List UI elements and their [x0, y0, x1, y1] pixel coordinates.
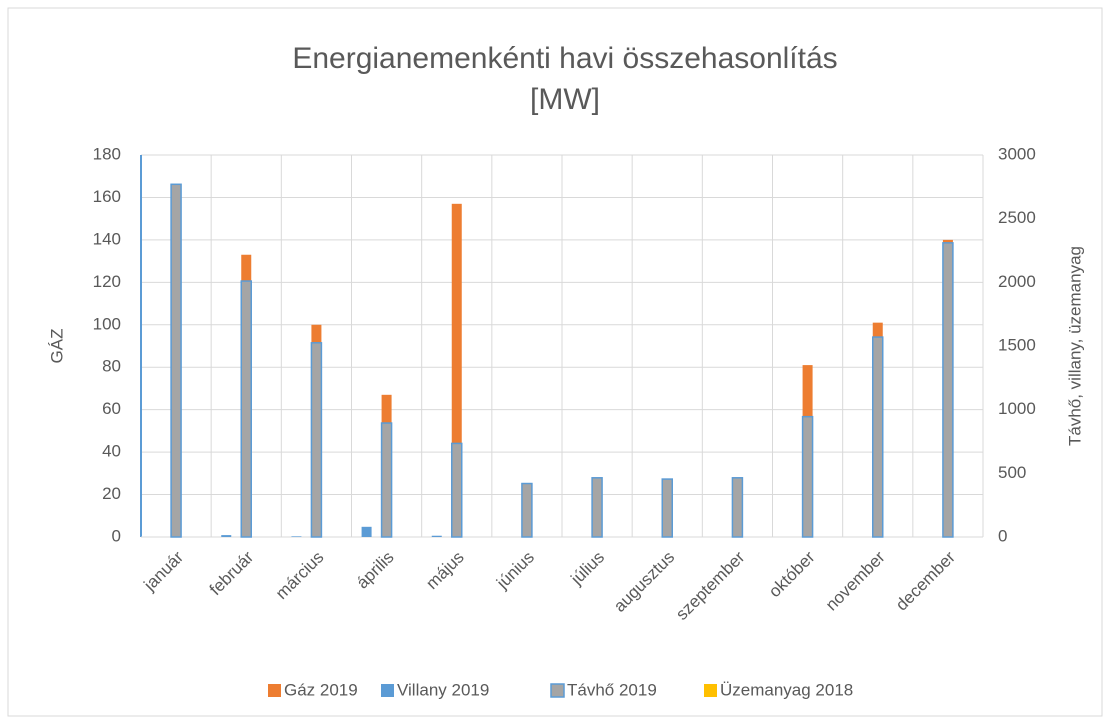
y-tick-label: 0	[112, 526, 121, 545]
bar	[521, 482, 533, 538]
y2-tick-label: 2500	[998, 208, 1036, 227]
y2-axis-title: Távhő, villany, üzemanyag	[1065, 246, 1084, 446]
chart-frame	[7, 7, 1103, 717]
legend-swatch	[550, 683, 565, 698]
bar	[361, 526, 372, 537]
legend-label: Távhő 2019	[567, 680, 657, 699]
bar	[170, 183, 182, 538]
y-axis-title: GÁZ	[47, 329, 66, 364]
y-tick-label: 160	[93, 187, 121, 206]
legend-swatch	[704, 684, 717, 697]
bar	[942, 242, 954, 538]
bar	[451, 203, 462, 538]
chart-title: [MW]	[530, 83, 600, 116]
bar	[872, 336, 884, 538]
chart-title: Energianemenkénti havi összehasonlítás	[292, 42, 837, 75]
bar	[591, 477, 603, 538]
y2-tick-label: 0	[998, 526, 1007, 545]
bar	[291, 536, 302, 537]
legend-label: Üzemanyag 2018	[720, 680, 853, 699]
y-tick-label: 180	[93, 144, 121, 163]
y2-tick-label: 1000	[998, 399, 1036, 418]
legend-label: Gáz 2019	[284, 680, 358, 699]
bar	[431, 535, 442, 537]
bar	[310, 342, 323, 538]
y-tick-label: 60	[102, 399, 121, 418]
y-tick-label: 40	[102, 442, 121, 461]
bar	[221, 535, 232, 537]
bar	[801, 415, 814, 538]
y2-tick-label: 500	[998, 463, 1026, 482]
y2-tick-label: 1500	[998, 335, 1036, 354]
y-tick-label: 80	[102, 357, 121, 376]
legend-swatch	[381, 684, 394, 697]
y2-tick-label: 3000	[998, 144, 1036, 163]
y-tick-label: 100	[93, 314, 121, 333]
y-tick-label: 120	[93, 272, 121, 291]
y-tick-label: 20	[102, 484, 121, 503]
bar	[380, 422, 393, 538]
bar	[240, 280, 252, 538]
y-tick-label: 140	[93, 229, 121, 248]
y2-tick-label: 2000	[998, 272, 1036, 291]
bar	[451, 442, 463, 538]
legend-label: Villany 2019	[397, 680, 489, 699]
legend-swatch	[268, 684, 281, 697]
bar	[661, 478, 673, 538]
bar	[731, 477, 744, 538]
